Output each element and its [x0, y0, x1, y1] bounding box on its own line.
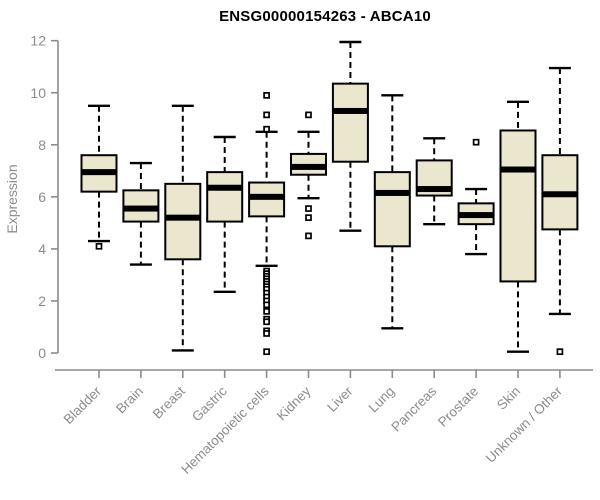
- x-category-label: Pancreas: [388, 383, 439, 434]
- median-line: [165, 214, 201, 221]
- outlier-point: [305, 205, 312, 212]
- median-line: [374, 189, 410, 196]
- x-category-label: Unknown / Other: [483, 383, 566, 466]
- iqr-box: [331, 82, 369, 163]
- outlier-point: [263, 111, 270, 119]
- iqr-box: [499, 129, 537, 283]
- y-tick-label: 12: [30, 33, 46, 49]
- median-line: [416, 186, 452, 193]
- outlier-point: [263, 125, 270, 133]
- iqr-box: [373, 171, 411, 248]
- outlier-point: [263, 308, 270, 315]
- outlier-point: [305, 232, 312, 240]
- y-tick-label: 2: [38, 293, 46, 309]
- outlier-point: [95, 242, 103, 250]
- x-category-label: Lung: [366, 384, 398, 416]
- outlier-point: [263, 318, 270, 326]
- outlier-point: [305, 111, 312, 119]
- x-category-label: Liver: [324, 383, 356, 415]
- x-category-label: Breast: [150, 383, 188, 421]
- outlier-point: [263, 301, 270, 309]
- chart-title: ENSG00000154263 - ABCA10: [219, 8, 431, 25]
- x-category-label: Kidney: [274, 383, 314, 423]
- median-line: [123, 205, 159, 212]
- median-line: [500, 166, 536, 173]
- y-tick-label: 4: [38, 241, 46, 257]
- outlier-point: [305, 214, 312, 222]
- y-tick-label: 0: [38, 345, 46, 361]
- median-line: [291, 163, 326, 170]
- outlier-point: [263, 92, 270, 99]
- x-category-label: Gastric: [189, 383, 230, 424]
- outlier-point: [263, 330, 270, 337]
- outlier-point: [556, 348, 564, 356]
- outlier-point: [472, 138, 480, 146]
- median-line: [542, 191, 578, 198]
- y-tick-label: 10: [30, 85, 46, 101]
- y-tick-label: 8: [38, 137, 46, 153]
- outlier-point: [263, 348, 270, 356]
- x-category-label: Skin: [494, 384, 523, 413]
- x-category-label: Brain: [113, 384, 146, 417]
- iqr-box: [206, 171, 244, 223]
- x-category-label: Prostate: [435, 384, 481, 430]
- median-line: [81, 169, 117, 176]
- median-line: [332, 107, 368, 114]
- median-line: [249, 193, 285, 200]
- median-line: [207, 184, 243, 191]
- median-line: [458, 212, 494, 219]
- iqr-box: [164, 182, 202, 261]
- x-category-label: Bladder: [61, 383, 105, 427]
- y-tick-label: 6: [38, 189, 46, 205]
